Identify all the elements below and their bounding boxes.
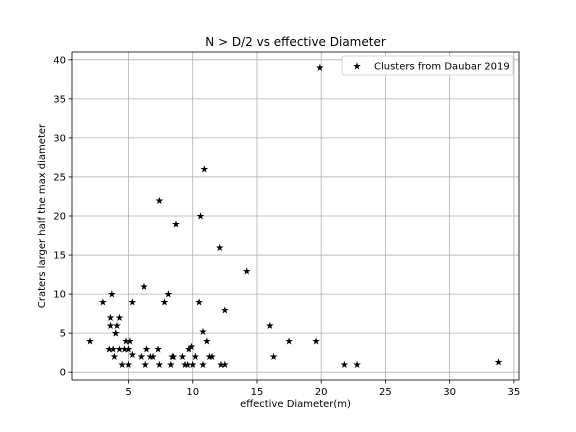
x-tick-label: 35 (507, 387, 520, 398)
y-tick-label: 5 (60, 329, 66, 340)
data-point-star: ★ (115, 344, 124, 355)
data-point-star: ★ (148, 352, 157, 363)
data-point-star: ★ (141, 360, 150, 371)
y-tick-label: 25 (53, 172, 66, 183)
legend: ★ Clusters from Daubar 2019 (341, 55, 514, 76)
data-point-star: ★ (111, 329, 120, 340)
y-tick-label: 0 (60, 368, 66, 379)
data-point-star: ★ (112, 321, 121, 332)
x-tick-label: 15 (251, 387, 264, 398)
data-point-star: ★ (166, 360, 175, 371)
data-point-star: ★ (169, 352, 178, 363)
data-point-star: ★ (494, 358, 503, 369)
data-point-star: ★ (155, 360, 164, 371)
data-point-star: ★ (121, 337, 130, 348)
data-point-star: ★ (315, 63, 324, 74)
x-tick-label: 30 (443, 387, 456, 398)
data-point-star: ★ (199, 360, 208, 371)
data-point-star: ★ (202, 337, 211, 348)
data-point-star: ★ (106, 313, 115, 324)
data-point-star: ★ (105, 344, 114, 355)
data-point-star: ★ (107, 290, 116, 301)
data-point-star: ★ (155, 196, 164, 207)
data-point-star: ★ (115, 313, 124, 324)
data-point-star: ★ (120, 344, 129, 355)
data-point-star: ★ (160, 298, 169, 309)
data-point-star: ★ (128, 350, 137, 361)
data-point-star: ★ (353, 360, 362, 371)
data-point-star: ★ (109, 344, 118, 355)
data-point-star: ★ (106, 321, 115, 332)
data-point-star: ★ (196, 212, 205, 223)
y-axis-label: Craters larger half the max diameter (37, 123, 48, 308)
data-point-star: ★ (137, 352, 146, 363)
chart-title: N > D/2 vs effective Diameter (205, 35, 386, 49)
x-tick-label: 25 (379, 387, 392, 398)
x-axis-label: effective Diameter(m) (240, 399, 351, 410)
y-tick-label: 35 (53, 94, 66, 105)
data-point-star: ★ (220, 305, 229, 316)
x-axis-ticks: 5 10 15 20 25 30 35 (125, 380, 520, 398)
data-point-star: ★ (142, 344, 151, 355)
y-tick-label: 20 (53, 212, 66, 223)
data-point-star: ★ (125, 337, 134, 348)
data-point-star: ★ (208, 352, 217, 363)
grid (72, 52, 519, 380)
data-point-star: ★ (154, 344, 163, 355)
y-tick-label: 40 (53, 55, 66, 66)
data-point-star: ★ (199, 327, 208, 338)
data-point-star: ★ (205, 352, 214, 363)
data-point-star: ★ (215, 243, 224, 254)
x-tick-label: 20 (315, 387, 328, 398)
data-point-star: ★ (164, 290, 173, 301)
data-point-star: ★ (181, 360, 190, 371)
data-point-star: ★ (184, 344, 193, 355)
data-point-star: ★ (85, 337, 94, 348)
data-point-star: ★ (98, 298, 107, 309)
y-tick-label: 15 (53, 251, 66, 262)
data-point-star: ★ (124, 360, 133, 371)
y-tick-label: 30 (53, 133, 66, 144)
data-point-star: ★ (178, 352, 187, 363)
data-point-star: ★ (183, 360, 192, 371)
legend-marker-star-icon: ★ (353, 62, 362, 73)
data-point-star: ★ (242, 266, 251, 277)
data-point-star: ★ (124, 344, 133, 355)
data-point-star: ★ (187, 342, 196, 353)
data-point-star: ★ (195, 298, 204, 309)
data-point-star: ★ (285, 337, 294, 348)
data-point-star: ★ (139, 282, 148, 293)
data-point-star: ★ (168, 352, 177, 363)
legend-box (341, 55, 514, 76)
data-point-star: ★ (191, 352, 200, 363)
data-point-star: ★ (128, 298, 137, 309)
data-point-star: ★ (340, 360, 349, 371)
data-point-star: ★ (111, 329, 120, 340)
y-axis-ticks: 0 5 10 15 20 25 30 35 40 (53, 55, 72, 379)
y-tick-label: 10 (53, 290, 66, 301)
data-point-star: ★ (110, 352, 119, 363)
data-point-star: ★ (312, 337, 321, 348)
data-point-star: ★ (146, 352, 155, 363)
data-points: ★★★★★★★★★★★★★★★★★★★★★★★★★★★★★★★★★★★★★★★★… (85, 63, 502, 371)
data-point-star: ★ (118, 360, 127, 371)
x-tick-label: 10 (186, 387, 199, 398)
legend-label: Clusters from Daubar 2019 (374, 62, 510, 73)
data-point-star: ★ (217, 360, 226, 371)
data-point-star: ★ (220, 360, 229, 371)
data-point-star: ★ (269, 352, 278, 363)
data-point-star: ★ (188, 360, 197, 371)
x-tick-label: 5 (125, 387, 131, 398)
data-point-star: ★ (172, 219, 181, 230)
data-point-star: ★ (200, 165, 209, 176)
data-point-star: ★ (265, 321, 274, 332)
